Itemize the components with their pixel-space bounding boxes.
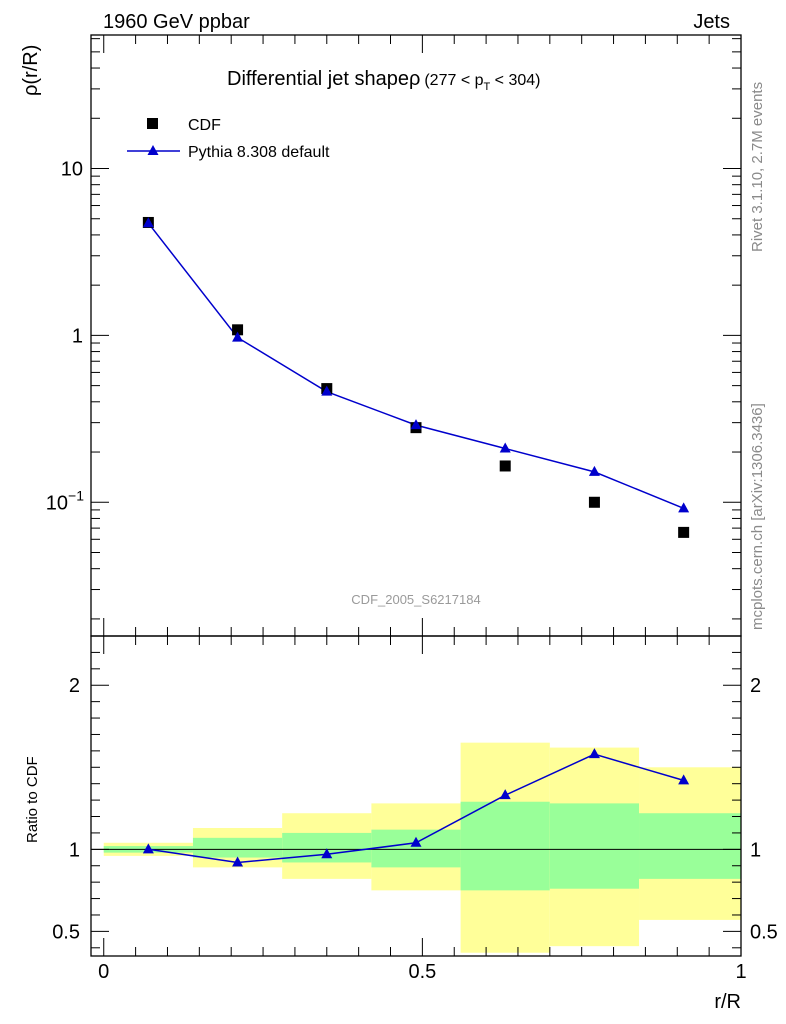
legend-cdf-label: CDF bbox=[188, 117, 221, 134]
x-tick-label: 0.5 bbox=[408, 961, 436, 983]
ratio-mc-point bbox=[678, 774, 690, 785]
mc-data-point bbox=[321, 385, 333, 396]
ratio-band-inner bbox=[549, 803, 640, 889]
plot-title-main: Differential jet shapeρ bbox=[227, 68, 420, 90]
x-tick-label: 0 bbox=[98, 961, 109, 983]
ratio-mc-point bbox=[410, 836, 422, 847]
plot-title: Differential jet shapeρ (277 < pT < 304) bbox=[227, 68, 541, 93]
analysis-watermark: CDF_2005_S6217184 bbox=[351, 592, 480, 607]
ratio-plot-frame bbox=[90, 635, 742, 957]
mc-data-point bbox=[142, 217, 154, 228]
main-plot-marks bbox=[142, 216, 690, 538]
plot-title-subscript: T bbox=[484, 81, 491, 93]
ratio-band-inner bbox=[639, 813, 741, 879]
cdf-data-point bbox=[678, 526, 690, 538]
mcplots-label: mcplots.cern.ch [arXiv:1306.3436] bbox=[749, 403, 766, 630]
ratio-mc-point bbox=[499, 789, 511, 800]
cdf-data-point bbox=[232, 324, 244, 336]
process-label: Jets bbox=[693, 11, 730, 33]
rivet-version-label: Rivet 3.1.10, 2.7M events bbox=[749, 82, 766, 252]
main-plot-ticks: 10 1 10−1 bbox=[46, 35, 742, 636]
legend-cdf-marker bbox=[147, 118, 158, 129]
ratio-band-inner bbox=[460, 801, 550, 891]
ratio-mc-point bbox=[588, 748, 600, 759]
ratio-y-tick-label-left: 2 bbox=[69, 675, 80, 697]
x-axis-label: r/R bbox=[714, 991, 741, 1013]
ratio-y-tick-label-right: 0.5 bbox=[750, 921, 778, 943]
ratio-y-tick-label-left: 1 bbox=[69, 839, 80, 861]
mc-data-point bbox=[678, 502, 690, 513]
energy-label: 1960 GeV ppbar bbox=[103, 11, 250, 33]
mc-data-point bbox=[410, 419, 422, 430]
y-tick-label: 10 bbox=[61, 159, 83, 181]
mc-data-point bbox=[588, 465, 600, 476]
ratio-band-inner bbox=[371, 829, 461, 868]
cdf-data-point bbox=[499, 460, 511, 472]
mc-data-point bbox=[232, 331, 244, 342]
y-tick-label: 10−1 bbox=[46, 487, 84, 514]
plot-title-range-end: < 304) bbox=[490, 72, 540, 89]
ratio-band-inner bbox=[192, 837, 283, 858]
mc-data-point bbox=[499, 442, 511, 453]
y-tick-label: 1 bbox=[72, 325, 83, 347]
ratio-y-tick-label-left: 0.5 bbox=[52, 921, 80, 943]
ratio-y-tick-label-right: 2 bbox=[750, 675, 761, 697]
legend-mc-label: Pythia 8.308 default bbox=[188, 144, 330, 161]
cdf-data-point bbox=[588, 496, 600, 508]
ratio-mc-point bbox=[142, 843, 154, 854]
ratio-plot-ticks: 0.5 0.51 12 20 0.5 1 bbox=[52, 636, 778, 983]
ratio-y-axis-label: Ratio to CDF bbox=[24, 756, 41, 843]
plot-title-range: (277 < p bbox=[424, 72, 483, 89]
legend-mc-marker bbox=[147, 145, 159, 155]
main-plot-panel: 10 1 10−1 Differential jet shapeρ (277 < pT… bbox=[20, 34, 742, 637]
x-tick-label: 1 bbox=[735, 961, 746, 983]
y-axis-label: ρ(r/R) bbox=[20, 45, 42, 96]
ratio-y-tick-label-right: 1 bbox=[750, 839, 761, 861]
ratio-plot-marks bbox=[142, 748, 690, 867]
ratio-mc-point bbox=[321, 848, 333, 859]
legend: CDF Pythia 8.308 default bbox=[127, 117, 330, 161]
ratio-plot-panel: 0.5 0.51 12 20 0.5 1 Ratio to CDF r/R bbox=[24, 635, 778, 1013]
ratio-mc-point bbox=[232, 856, 244, 867]
